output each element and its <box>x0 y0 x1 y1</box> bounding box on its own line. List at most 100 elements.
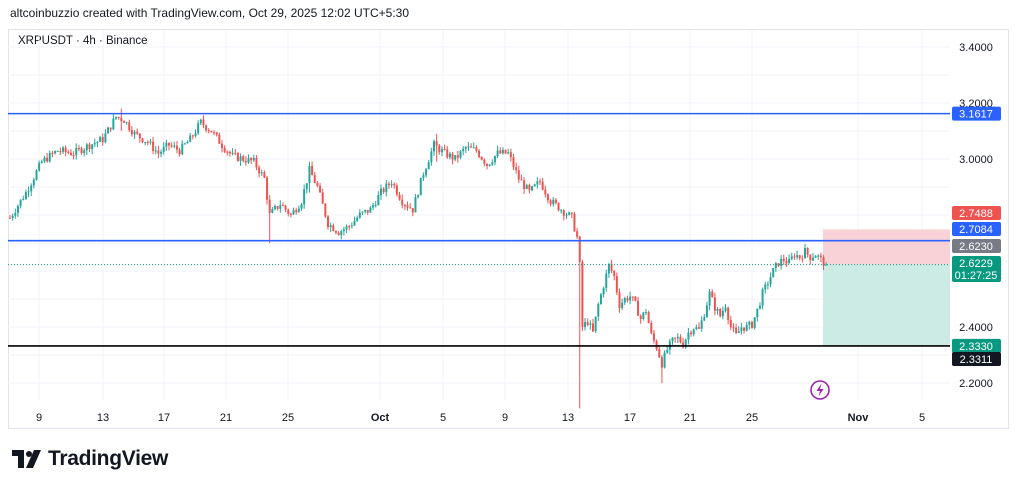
candle-body <box>417 195 420 198</box>
candle-body <box>748 321 751 325</box>
candle-body <box>191 135 194 137</box>
candle-body <box>403 205 406 207</box>
candle-body <box>324 203 327 217</box>
candle-body <box>380 188 382 196</box>
y-tick-label: 3.4000 <box>959 42 993 54</box>
x-tick-label: 25 <box>282 412 294 424</box>
x-tick-label: 21 <box>220 412 232 424</box>
candle-body <box>395 185 398 195</box>
candle-body <box>782 258 785 262</box>
candle-body <box>570 212 573 214</box>
candle-body <box>735 327 738 333</box>
candle-body <box>295 210 298 213</box>
candle-body <box>342 229 345 232</box>
candle-body <box>369 207 372 213</box>
candle-body <box>774 263 777 269</box>
candle-body <box>14 212 17 216</box>
candle-body <box>438 145 441 153</box>
candle-body <box>122 121 125 123</box>
candle-body <box>478 150 481 157</box>
candle-body <box>197 123 200 134</box>
candle-body <box>674 337 677 339</box>
chart-frame <box>8 29 1009 429</box>
candle-body <box>652 333 655 341</box>
x-tick-label: 17 <box>624 412 636 424</box>
candle-body <box>56 150 59 152</box>
candle-body <box>146 142 149 144</box>
level-tag-3-1617-bg <box>952 106 1001 121</box>
candle-body <box>252 157 255 161</box>
candle-body <box>607 263 610 274</box>
x-tick-label: 17 <box>158 412 170 424</box>
candle-body <box>350 225 353 227</box>
candle-body <box>54 151 57 154</box>
candle-body <box>703 317 706 321</box>
candle-body <box>361 211 364 213</box>
candle-body <box>509 152 512 158</box>
x-tick-label: 9 <box>36 412 42 424</box>
candle-body <box>576 231 579 237</box>
candle-body <box>72 155 75 157</box>
candle-body <box>382 188 385 193</box>
candle-body <box>215 132 218 135</box>
candle-body <box>69 152 72 156</box>
candle-body <box>138 133 141 139</box>
candle-body <box>35 170 38 180</box>
target-tag-text: 2.3311 <box>960 354 993 366</box>
candle-body <box>279 205 282 209</box>
candle-body <box>430 151 433 163</box>
candle-body <box>629 296 632 301</box>
candle-body <box>727 307 730 320</box>
candle-body <box>592 323 594 332</box>
candle-body <box>756 308 759 318</box>
candle-body <box>104 133 107 143</box>
candle-body <box>414 197 417 213</box>
candle-body <box>809 254 812 261</box>
candle-body <box>700 320 703 329</box>
candle-body <box>554 199 557 203</box>
candle-body <box>663 352 666 368</box>
candle-body <box>740 327 743 332</box>
candle-body <box>64 147 67 152</box>
candle-body <box>85 144 88 151</box>
candle-body <box>676 336 679 339</box>
candle-body <box>289 213 292 215</box>
candle-body <box>639 315 642 319</box>
candle-body <box>647 312 650 324</box>
candle-body <box>30 185 33 192</box>
candle-body <box>573 213 576 232</box>
symbol-label[interactable]: XRPUSDT · 4h · Binance <box>18 35 148 47</box>
candle-body <box>154 150 157 152</box>
candle-body <box>602 288 605 295</box>
level-tag-3-1617-text: 3.1617 <box>959 109 993 121</box>
candle-body <box>292 210 295 215</box>
y-tick-label: 2.4000 <box>959 322 993 334</box>
lightning-icon[interactable] <box>810 380 830 400</box>
candle-body <box>385 183 388 193</box>
candle-body <box>75 147 78 156</box>
candle-body <box>183 143 186 145</box>
candle-body <box>406 205 409 208</box>
candle-body <box>613 271 616 277</box>
candle-body <box>393 184 396 186</box>
candle-body <box>578 236 581 262</box>
candle-body <box>467 146 470 148</box>
candle-body <box>512 157 515 168</box>
x-tick-label: 5 <box>919 412 925 424</box>
candle-body <box>634 296 637 301</box>
candle-body <box>321 192 324 204</box>
candle-body <box>682 342 685 348</box>
candle-body <box>327 216 329 228</box>
candle-body <box>348 226 351 228</box>
candle-body <box>729 319 732 328</box>
candle-body <box>462 148 465 152</box>
candle-body <box>528 185 531 191</box>
candle-body <box>202 119 205 126</box>
level-tag-2-7084-text: 2.7084 <box>959 224 993 236</box>
candle-body <box>199 119 202 124</box>
candle-body <box>772 268 775 278</box>
candle-body <box>16 205 19 213</box>
candle-body <box>364 210 367 212</box>
candle-body <box>239 156 242 162</box>
